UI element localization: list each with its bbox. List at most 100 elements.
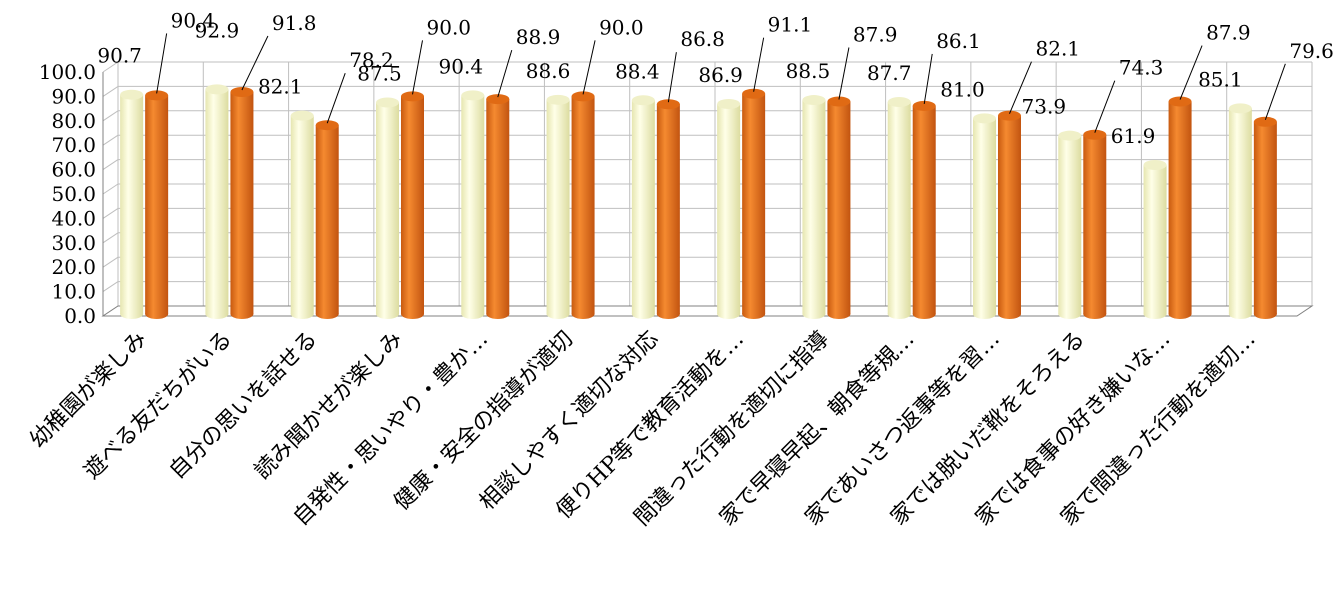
data-label-series2: 86.8 (680, 27, 725, 51)
x-tick-label: 遊べる友だちがいる (79, 327, 237, 485)
x-tick-label: 自分の思いを話せる (165, 327, 323, 485)
data-label-series1: 88.4 (615, 59, 660, 83)
data-label-series1: 85.1 (1198, 67, 1243, 91)
grid-line-side (102, 183, 119, 195)
leader-line (1179, 45, 1203, 100)
data-label-series2: 82.1 (1036, 37, 1081, 61)
bar-series1 (1058, 130, 1082, 319)
data-label-series1: 87.7 (867, 61, 912, 85)
data-label-series1: 87.5 (357, 62, 402, 86)
data-labels: 90.790.492.9 91.882.178.287.590.090.488.9… (97, 8, 1334, 148)
y-tick-label: 40.0 (51, 206, 96, 230)
bar-series2 (1253, 116, 1277, 319)
leader-line (156, 33, 168, 94)
data-label-series2: 87.9 (853, 23, 898, 47)
data-label-series2: 87.9 (1206, 21, 1251, 45)
bar-series2 (1168, 96, 1192, 319)
grid-line-side (102, 207, 119, 219)
y-tick-label: 30.0 (51, 231, 96, 255)
bar-series1 (546, 94, 570, 319)
data-label-series2: 78.2 (349, 48, 394, 72)
grid-line-side (102, 232, 119, 244)
bar-series1 (631, 95, 655, 319)
y-tick-label: 0.0 (64, 304, 96, 328)
leader-line (838, 47, 850, 100)
bar-series2 (401, 91, 424, 319)
x-tick-label: 読み聞かせが楽しみ (250, 327, 408, 485)
leader-line (923, 53, 933, 104)
x-tick-label: 相談しやすく適切な対応 (475, 327, 664, 516)
data-label-series2: 91.8 (272, 11, 317, 35)
data-label-series1: 90.7 (97, 44, 142, 68)
data-label-series1: 88.6 (526, 59, 571, 83)
leader-line (1264, 63, 1286, 120)
y-tick-label: 50.0 (51, 182, 96, 206)
y-tick-label: 70.0 (51, 133, 96, 157)
leader-line (753, 37, 765, 92)
bar-series1 (461, 90, 485, 319)
bar-series1 (120, 89, 144, 319)
bar-series1 (973, 113, 996, 319)
bar-series2 (742, 88, 766, 319)
grid-line-side (102, 61, 119, 73)
bar-series2 (1083, 129, 1107, 319)
leader-line (582, 40, 596, 95)
bar-series1 (205, 84, 229, 319)
data-label-series2: 74.3 (1119, 56, 1164, 80)
data-label-series2: 90.4 (171, 8, 216, 32)
data-label-series1: 81.0 (940, 77, 985, 101)
data-label-series1: 88.5 (786, 59, 831, 83)
data-label-series2: 91.1 (768, 13, 813, 37)
y-tick-label: 60.0 (51, 158, 96, 182)
data-label-series2: 86.1 (936, 29, 981, 53)
bar-series2 (230, 87, 254, 319)
bars (120, 84, 1277, 319)
grid-line-side (102, 159, 119, 171)
grid-line-side (102, 85, 119, 97)
data-label-series2: 88.9 (516, 25, 561, 49)
bar-series1 (1143, 159, 1167, 319)
bar-series2 (315, 120, 339, 319)
bar-series2 (912, 100, 936, 319)
bar-series2 (656, 99, 680, 319)
leader-line (667, 52, 677, 103)
bar-series1 (887, 97, 911, 319)
leader-line (1094, 80, 1116, 133)
data-label-series1: 73.9 (1022, 95, 1067, 119)
gridlines (102, 61, 1313, 317)
data-label-series1: 86.9 (698, 63, 743, 87)
leader-line (412, 40, 423, 95)
data-label-series1: 82.1 (258, 75, 303, 99)
leader-line (1009, 61, 1032, 114)
bar-series1 (717, 98, 741, 319)
y-tick-label: 90.0 (51, 84, 96, 108)
y-tick-label: 80.0 (51, 109, 96, 133)
bar-series1 (1228, 103, 1252, 319)
data-label-series2: 90.0 (427, 15, 472, 39)
bar-series2 (571, 91, 595, 319)
data-label-series1: 61.9 (1111, 124, 1156, 148)
x-axis-floor (101, 305, 1314, 317)
data-label-series2: 90.0 (599, 15, 644, 39)
bar-series1 (802, 95, 826, 319)
bar-series2 (486, 94, 510, 319)
axes (101, 72, 1314, 317)
bar-series2 (827, 96, 851, 319)
data-label-series1: 92.9 (195, 18, 240, 42)
grid-line-side (102, 134, 119, 146)
grid-line-side (102, 281, 119, 293)
leader-line (326, 73, 346, 124)
grid-line-side (102, 256, 119, 268)
leader-line (497, 49, 513, 98)
grid-line-side (102, 110, 119, 122)
bar-series1 (290, 110, 314, 319)
data-label-series1: 90.4 (439, 54, 484, 78)
bar-series2 (145, 90, 169, 319)
x-tick-label: 健康・安全の指導が適切 (390, 327, 579, 516)
y-tick-label: 20.0 (51, 255, 96, 279)
bar-series1 (376, 97, 399, 319)
bar-series2 (998, 110, 1021, 319)
data-label-series2: 79.6 (1289, 39, 1334, 63)
